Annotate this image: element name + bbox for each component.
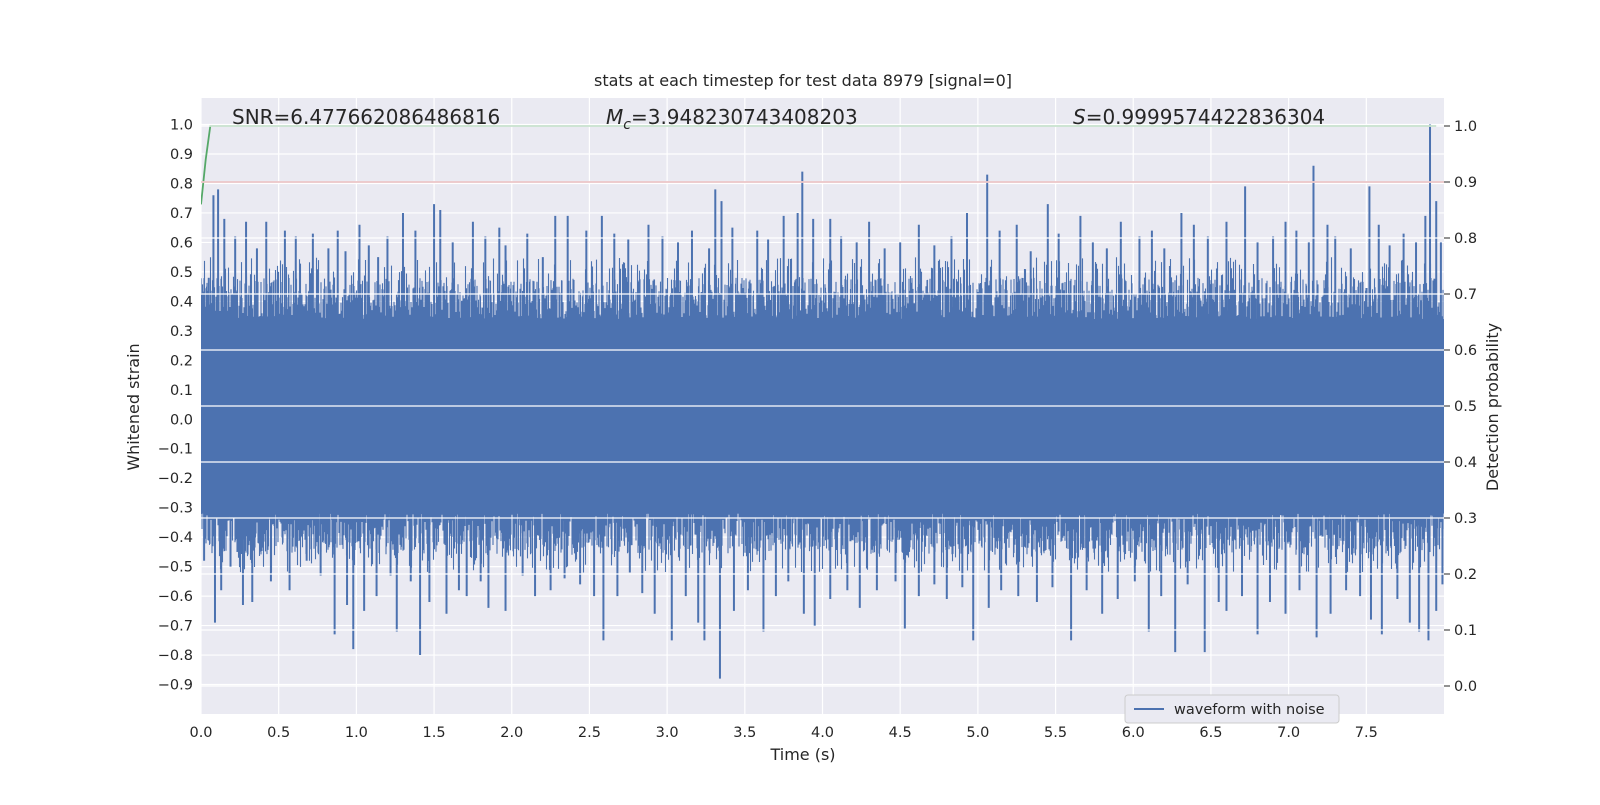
score-value: =0.9999574422836304 xyxy=(1086,105,1325,129)
x-tick-label: 4.0 xyxy=(811,725,834,741)
y-tick-label-left: −0.6 xyxy=(158,589,193,605)
y-tick-label-right: 0.1 xyxy=(1454,623,1477,639)
x-tick-label: 5.0 xyxy=(966,725,989,741)
x-tick-label: 3.5 xyxy=(733,725,756,741)
x-axis-label: Time (s) xyxy=(769,745,835,764)
chirp-mass-symbol: M xyxy=(606,105,623,129)
y-tick-label-right: 1.0 xyxy=(1454,119,1477,135)
y-tick-label-left: 0.4 xyxy=(170,294,193,310)
snr-annotation: SNR=6.477662086486816 xyxy=(232,105,500,129)
y-tick-label-right: 0.4 xyxy=(1454,455,1477,471)
score-symbol: S xyxy=(1073,105,1086,129)
x-tick-label: 5.5 xyxy=(1044,725,1067,741)
y-tick-label-left: −0.2 xyxy=(158,471,193,487)
y-tick-label-left: −0.4 xyxy=(158,530,193,546)
y-tick-label-left: −0.9 xyxy=(158,678,193,694)
y-tick-label-left: 0.5 xyxy=(170,265,193,281)
chirp-mass-value: =3.948230743408203 xyxy=(631,105,858,129)
x-tick-label: 0.0 xyxy=(189,725,212,741)
x-axis-ticks: 0.0 0.5 1.0 1.5 2.0 2.5 3.0 3.5 4.0 4.5 5.0 5.5 6.0 6… xyxy=(189,725,1377,741)
score-annotation: S=0.9999574422836304 xyxy=(1073,105,1325,129)
y-tick-label-left: 1.0 xyxy=(170,118,193,134)
y-tick-label-right: 0.9 xyxy=(1454,175,1477,191)
x-tick-label: 2.5 xyxy=(578,725,601,741)
x-tick-label: 7.0 xyxy=(1277,725,1300,741)
y-tick-label-left: 0.8 xyxy=(170,176,193,192)
y-tick-label-left: −0.5 xyxy=(158,560,193,576)
y-tick-label-right: 0.2 xyxy=(1454,567,1477,583)
x-tick-label: 0.5 xyxy=(267,725,290,741)
right-axis-ticks: 1.0 0.9 0.8 0.7 0.6 0.5 0.4 0.3 0.2 0.1 0.0 xyxy=(1444,119,1477,695)
x-tick-label: 2.0 xyxy=(500,725,523,741)
y-tick-label-left: 0.3 xyxy=(170,324,193,340)
y-tick-label-left: 0.6 xyxy=(170,235,193,251)
y-tick-label-right: 0.7 xyxy=(1454,287,1477,303)
y-tick-label-right: 0.3 xyxy=(1454,511,1477,527)
y-tick-label-right: 0.6 xyxy=(1454,343,1477,359)
chirp-mass-annotation: Mc=3.948230743408203 xyxy=(606,105,858,133)
y-tick-label-right: 0.0 xyxy=(1454,679,1477,695)
waveform-noise-trace xyxy=(201,257,1444,573)
y-tick-label-right: 0.5 xyxy=(1454,399,1477,415)
y-tick-label-left: −0.3 xyxy=(158,501,193,517)
y-axis-label-left: Whitened strain xyxy=(124,343,143,470)
y-tick-label-left: 0.2 xyxy=(170,353,193,369)
grid-overlay xyxy=(201,125,1444,687)
chart-marks xyxy=(201,124,1444,679)
y-tick-label-left: −0.1 xyxy=(158,442,193,458)
y-tick-label-left: −0.8 xyxy=(158,648,193,664)
x-tick-label: 6.5 xyxy=(1199,725,1222,741)
x-tick-label: 1.0 xyxy=(345,725,368,741)
x-tick-label: 1.5 xyxy=(423,725,446,741)
y-axis-label-right: Detection probability xyxy=(1483,323,1502,491)
legend: waveform with noise xyxy=(1124,694,1340,724)
y-tick-label-left: 0.1 xyxy=(170,383,193,399)
chart-title: stats at each timestep for test data 897… xyxy=(594,71,1012,90)
left-axis-ticks: 1.0 0.9 0.8 0.7 0.6 0.5 0.4 0.3 0.2 0.1 0.0 −0.1 −0.… xyxy=(158,118,193,694)
x-tick-label: 4.5 xyxy=(889,725,912,741)
y-tick-label-left: −0.7 xyxy=(158,619,193,635)
y-tick-label-left: 0.0 xyxy=(170,412,193,428)
x-tick-label: 3.0 xyxy=(656,725,679,741)
y-tick-label-right: 0.8 xyxy=(1454,231,1477,247)
chirp-mass-subscript: c xyxy=(623,117,631,133)
x-tick-label: 7.5 xyxy=(1355,725,1378,741)
x-tick-label: 6.0 xyxy=(1122,725,1145,741)
legend-label: waveform with noise xyxy=(1174,702,1325,718)
y-tick-label-left: 0.7 xyxy=(170,206,193,222)
legend-box xyxy=(1124,694,1340,724)
y-tick-label-left: 0.9 xyxy=(170,147,193,163)
